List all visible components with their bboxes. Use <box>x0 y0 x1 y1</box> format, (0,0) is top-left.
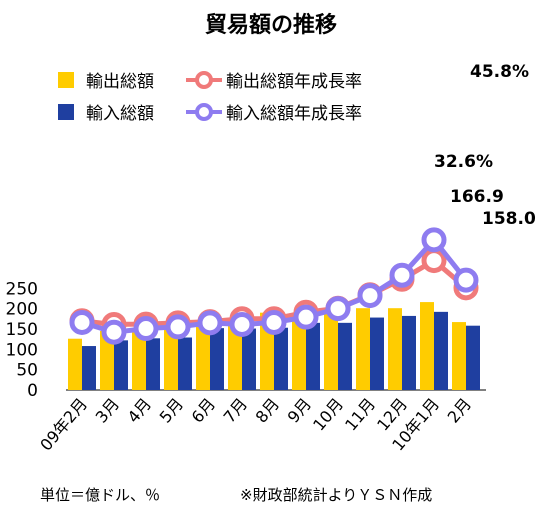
import-bar <box>210 328 224 390</box>
import-growth-point <box>133 316 159 342</box>
export-bar <box>228 325 242 390</box>
import-growth-point <box>325 296 351 322</box>
export-bar <box>100 330 114 390</box>
import-growth-point <box>421 227 447 253</box>
import-growth-point <box>389 262 415 288</box>
legend-swatch-import <box>58 104 74 120</box>
import-bar <box>402 315 416 390</box>
import-growth-point <box>229 311 255 337</box>
x-tick-label: 6月 <box>188 394 219 426</box>
x-tick-label: 4月 <box>124 394 155 426</box>
export-bar <box>388 308 402 390</box>
legend-swatch-export <box>58 72 74 88</box>
x-tick-label: 10月 <box>309 394 347 434</box>
import-bar <box>306 322 320 390</box>
import-growth-point <box>357 283 383 309</box>
x-tick-label: 8月 <box>252 394 283 426</box>
x-tick-label: 11月 <box>341 394 379 434</box>
import-bar <box>338 322 352 390</box>
export-bar <box>196 323 210 390</box>
legend-label-import: 輸入総額 <box>86 104 154 124</box>
export-bar <box>356 308 370 390</box>
export-bar <box>164 326 178 390</box>
unit-note: 単位＝億ドル、％ <box>40 486 160 504</box>
export-bar <box>132 328 146 390</box>
legend-label-export-growth: 輸出総額年成長率 <box>226 72 362 92</box>
chart-title: 貿易額の推移 <box>205 12 337 38</box>
import-growth-point <box>453 267 479 293</box>
y-tick-label: 150 <box>6 320 38 340</box>
x-tick-label: 3月 <box>92 394 123 426</box>
import-growth-point <box>69 309 95 335</box>
import-growth-point <box>197 310 223 336</box>
import-growth-point <box>261 309 287 335</box>
import-bar <box>466 325 480 390</box>
y-tick-label: 50 <box>16 361 38 381</box>
growth-lines <box>69 227 479 345</box>
import-bar <box>114 340 128 390</box>
legend: 輸出総額 輸入総額 輸出総額年成長率 輸入総額年成長率 <box>58 71 362 124</box>
import-growth-point <box>165 314 191 340</box>
bars <box>68 302 480 390</box>
import-bar <box>82 346 96 390</box>
export-growth-point <box>421 248 447 274</box>
x-tick-label: 09年2月 <box>36 394 91 454</box>
legend-label-import-growth: 輸入総額年成長率 <box>226 104 362 124</box>
export-bar <box>452 322 466 390</box>
export-bar <box>68 338 82 390</box>
legend-label-export: 輸出総額 <box>86 72 154 92</box>
import-bar <box>146 338 160 390</box>
source-note: ※財政部統計よりＹＳＮ作成 <box>240 486 432 504</box>
y-tick-label: 250 <box>6 279 38 299</box>
import-bar <box>274 327 288 390</box>
import-bar <box>434 311 448 390</box>
annotation-import-value: 158.0 <box>482 209 536 229</box>
import-bar <box>242 328 256 390</box>
import-growth-point <box>101 319 127 345</box>
legend-marker-import-growth <box>195 103 213 121</box>
export-bar <box>420 302 434 390</box>
annotation-export-value: 166.9 <box>450 187 504 207</box>
annotation-import-growth: 45.8% <box>470 62 529 82</box>
export-bar <box>292 312 306 390</box>
y-tick-label: 100 <box>6 340 38 360</box>
x-tick-label: 5月 <box>156 394 187 426</box>
legend-marker-export-growth <box>195 71 213 89</box>
y-tick-label: 0 <box>27 381 38 401</box>
import-growth-point <box>293 304 319 330</box>
export-bar <box>324 312 338 390</box>
annotation-export-growth: 32.6% <box>434 152 493 172</box>
x-tick-label: 2月 <box>444 394 475 426</box>
import-bar <box>370 317 384 390</box>
x-tick-label: 7月 <box>220 394 251 426</box>
import-bar <box>178 337 192 390</box>
y-tick-label: 200 <box>6 300 38 320</box>
